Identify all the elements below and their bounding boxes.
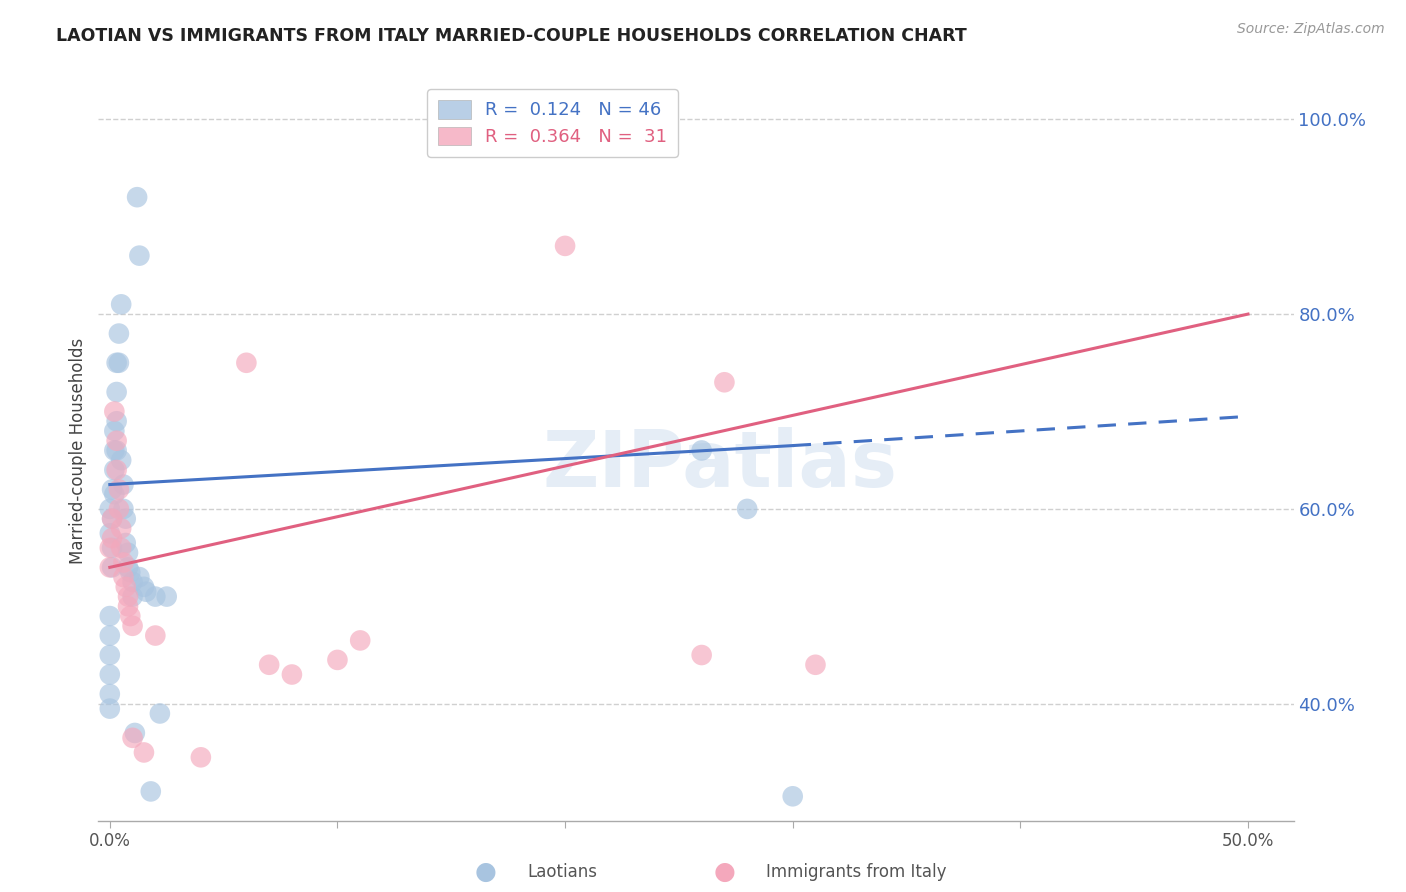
- Point: [108, 502, 131, 516]
- Point: [108, 326, 131, 341]
- Point: [101, 541, 124, 555]
- Text: ●: ●: [713, 861, 735, 884]
- Point: [105, 356, 128, 370]
- Point: [690, 443, 713, 458]
- Point: [98, 560, 121, 574]
- Point: [349, 633, 371, 648]
- Point: [110, 541, 132, 555]
- Point: [114, 511, 136, 525]
- Point: [782, 789, 804, 804]
- Point: [735, 502, 758, 516]
- Point: [98, 701, 121, 715]
- Point: [114, 580, 136, 594]
- Point: [98, 541, 121, 555]
- Y-axis label: Married-couple Households: Married-couple Households: [69, 337, 87, 564]
- Point: [117, 546, 139, 560]
- Point: [128, 570, 150, 584]
- Point: [190, 750, 212, 764]
- Point: [105, 443, 128, 458]
- Text: Source: ZipAtlas.com: Source: ZipAtlas.com: [1237, 22, 1385, 37]
- Point: [98, 667, 121, 681]
- Point: [713, 376, 735, 390]
- Point: [108, 356, 131, 370]
- Point: [120, 609, 142, 624]
- Point: [98, 687, 121, 701]
- Point: [112, 502, 135, 516]
- Point: [281, 667, 304, 681]
- Point: [128, 249, 150, 263]
- Point: [103, 443, 125, 458]
- Point: [121, 619, 143, 633]
- Point: [143, 629, 166, 643]
- Point: [121, 574, 143, 589]
- Point: [139, 784, 162, 798]
- Point: [257, 657, 280, 672]
- Point: [101, 483, 124, 497]
- Point: [103, 463, 125, 477]
- Point: [132, 580, 155, 594]
- Point: [98, 502, 121, 516]
- Point: [554, 239, 576, 253]
- Point: [156, 590, 179, 604]
- Point: [103, 487, 125, 501]
- Point: [101, 531, 124, 545]
- Point: [101, 511, 124, 525]
- Point: [690, 648, 713, 662]
- Point: [124, 726, 146, 740]
- Point: [143, 590, 166, 604]
- Point: [112, 556, 135, 570]
- Point: [110, 521, 132, 535]
- Text: Immigrants from Italy: Immigrants from Italy: [766, 863, 946, 881]
- Point: [98, 609, 121, 624]
- Point: [121, 731, 143, 745]
- Point: [114, 536, 136, 550]
- Point: [326, 653, 349, 667]
- Point: [105, 463, 128, 477]
- Text: Laotians: Laotians: [527, 863, 598, 881]
- Point: [112, 570, 135, 584]
- Point: [103, 424, 125, 438]
- Point: [121, 590, 143, 604]
- Point: [110, 453, 132, 467]
- Point: [235, 356, 257, 370]
- Text: LAOTIAN VS IMMIGRANTS FROM ITALY MARRIED-COUPLE HOUSEHOLDS CORRELATION CHART: LAOTIAN VS IMMIGRANTS FROM ITALY MARRIED…: [56, 27, 967, 45]
- Point: [108, 483, 131, 497]
- Point: [112, 477, 135, 491]
- Text: ZIPatlas: ZIPatlas: [543, 427, 897, 503]
- Point: [98, 648, 121, 662]
- Point: [110, 297, 132, 311]
- Point: [117, 599, 139, 614]
- Point: [105, 384, 128, 399]
- Point: [117, 590, 139, 604]
- Legend: R =  0.124   N = 46, R =  0.364   N =  31: R = 0.124 N = 46, R = 0.364 N = 31: [427, 89, 678, 157]
- Point: [105, 414, 128, 428]
- Point: [127, 190, 149, 204]
- Point: [120, 566, 142, 580]
- Point: [132, 746, 155, 760]
- Point: [117, 560, 139, 574]
- Point: [149, 706, 172, 721]
- Point: [135, 584, 157, 599]
- Point: [101, 511, 124, 525]
- Point: [103, 404, 125, 418]
- Point: [105, 434, 128, 448]
- Point: [98, 629, 121, 643]
- Point: [98, 526, 121, 541]
- Text: ●: ●: [474, 861, 496, 884]
- Point: [804, 657, 827, 672]
- Point: [101, 560, 124, 574]
